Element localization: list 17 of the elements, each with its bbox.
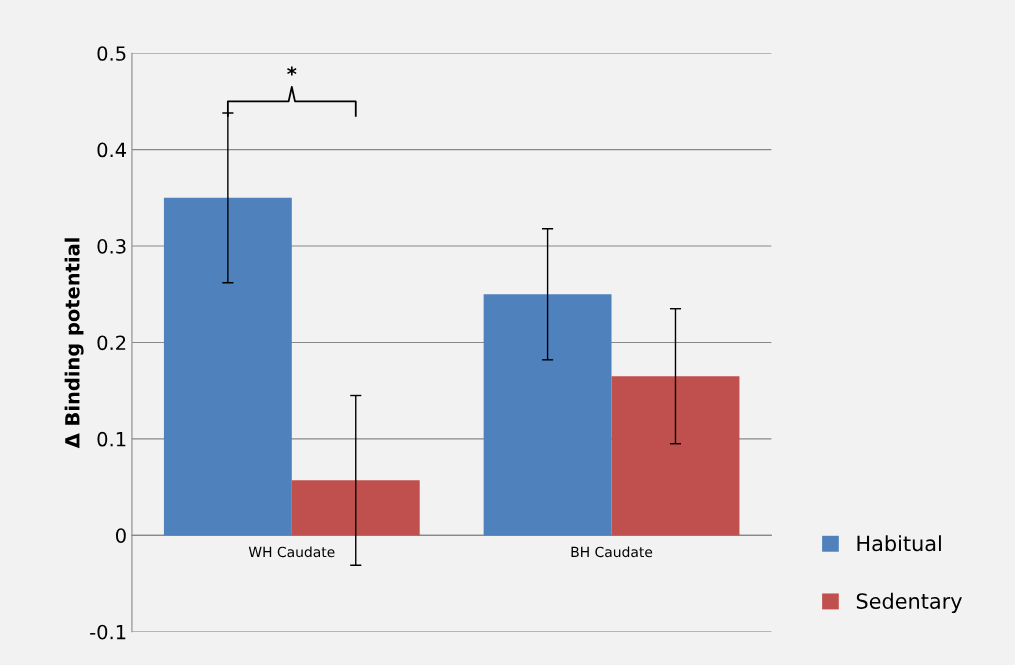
legend-label: Habitual <box>857 535 941 552</box>
y-tick-label: 0.3 <box>97 239 126 254</box>
bar <box>291 480 420 536</box>
x-tick-label: BH Caudate <box>571 546 653 558</box>
y-tick-label: -0.1 <box>90 624 126 640</box>
y-tick-label: 0 <box>116 528 126 543</box>
annotation: * <box>287 66 297 76</box>
bar <box>611 376 740 536</box>
y-tick-label: 0.5 <box>97 46 126 61</box>
x-tick-label: WH Caudate <box>248 546 335 558</box>
y-tick-label: 0.4 <box>97 142 126 158</box>
y-tick-label: 0.2 <box>97 335 126 351</box>
bar <box>483 294 612 536</box>
y-tick-label: 0.1 <box>97 431 126 447</box>
y-axis-title: Δ Binding potential <box>64 238 84 449</box>
legend-label: Sedentary <box>856 592 962 613</box>
bar <box>163 197 292 536</box>
